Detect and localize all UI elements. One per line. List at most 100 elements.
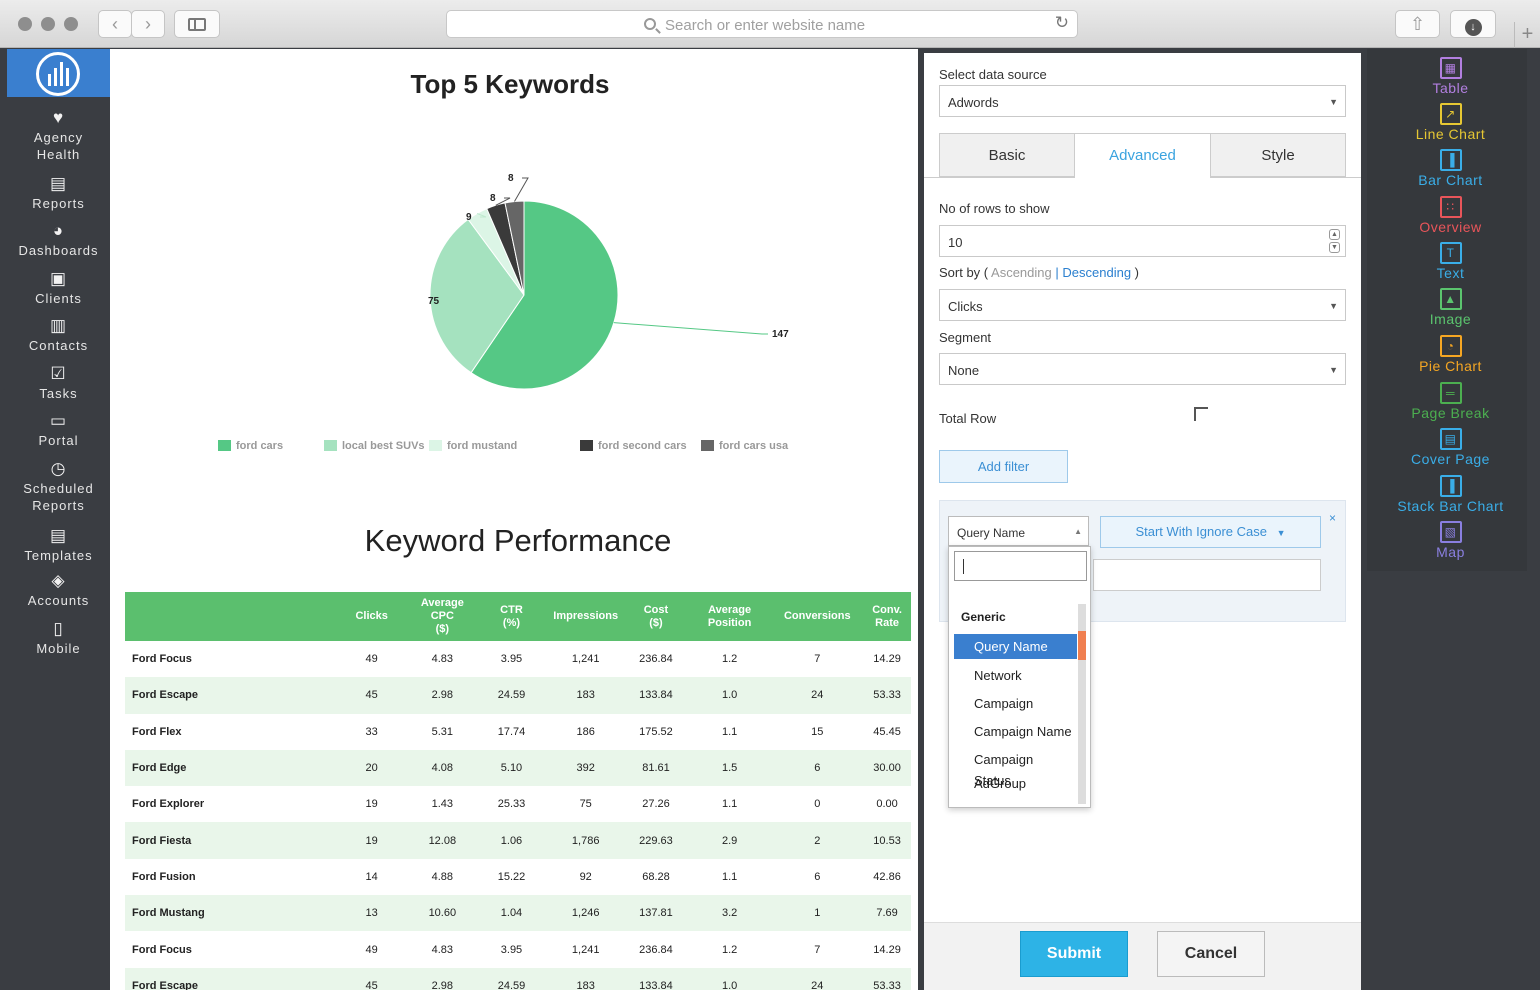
address-bar[interactable]: Search or enter website name ↻: [446, 10, 1078, 38]
sidebar-item-templates[interactable]: ▤ Templates: [7, 527, 110, 564]
pie-slice-ford-cars[interactable]: [470, 200, 619, 390]
widget-line-chart[interactable]: ↗ Line Chart: [1361, 103, 1540, 142]
dropdown-search-input[interactable]: [954, 551, 1087, 581]
sidebar-item-reports[interactable]: ▤ Reports: [7, 175, 110, 212]
data-source-select[interactable]: Adwords ▼: [939, 85, 1346, 117]
segment-select[interactable]: None ▼: [939, 353, 1346, 385]
widget-page-break[interactable]: ═ Page Break: [1361, 382, 1540, 421]
table-header-cell[interactable]: Conv. Rate: [863, 592, 911, 641]
table-header-cell[interactable]: [125, 592, 335, 641]
metric-cell: 1.06: [475, 822, 548, 859]
keyword-cell: Ford Escape: [125, 967, 335, 990]
metric-cell: 1.0: [687, 677, 772, 714]
add-filter-button[interactable]: Add filter: [939, 450, 1068, 483]
metric-cell: 14: [365, 870, 378, 883]
widget-cover-page[interactable]: ▤ Cover Page: [1361, 428, 1540, 467]
sidebar-item-clients[interactable]: ▣ Clients: [7, 270, 110, 307]
sidebar-item-tasks[interactable]: ☑ Tasks: [7, 365, 110, 402]
table-header-cell[interactable]: Conversions: [771, 592, 864, 641]
widget-image[interactable]: ▲ Image: [1361, 288, 1540, 327]
legend-item-ford-cars[interactable]: ford cars: [218, 440, 283, 454]
tab-advanced[interactable]: Advanced: [1074, 133, 1211, 178]
widget-table[interactable]: ▦ Table: [1361, 57, 1540, 96]
legend-item-ford-mustand[interactable]: ford mustand: [429, 440, 517, 454]
dropdown-option-campaign[interactable]: Campaign: [974, 696, 1034, 711]
sidebar-item-agency-health[interactable]: ♥ Agency Health: [7, 109, 110, 163]
minimize-window-icon[interactable]: [41, 17, 55, 31]
logo-area[interactable]: [7, 49, 110, 97]
sidebar-item-scheduled-reports[interactable]: ◷ Scheduled Reports: [7, 460, 110, 514]
pie-chart-icon: ◔: [1439, 335, 1462, 357]
step-down-icon[interactable]: ▼: [1329, 242, 1340, 253]
pie-slice-ford-cars-usa[interactable]: [504, 200, 525, 296]
sidebar-item-accounts[interactable]: ◈ Accounts: [7, 572, 110, 609]
dropdown-scrollbar[interactable]: [1078, 604, 1086, 804]
tab-style[interactable]: Style: [1210, 133, 1346, 177]
total-row-checkbox[interactable]: [1194, 407, 1208, 421]
filter-field-select[interactable]: Query Name ▲: [948, 516, 1089, 546]
table-header-cell[interactable]: Impressions: [547, 592, 625, 641]
step-up-icon[interactable]: ▲: [1329, 229, 1340, 240]
widget-overview[interactable]: ∷ Overview: [1361, 196, 1540, 235]
sort-ascending-link[interactable]: Ascending: [991, 265, 1052, 280]
widget-map[interactable]: ▧ Map: [1361, 521, 1540, 560]
sidebar-toggle-button[interactable]: [174, 10, 220, 38]
rows-input[interactable]: 10 ▲ ▼: [939, 225, 1346, 257]
dropdown-option-adgroup[interactable]: AdGroup: [974, 776, 1027, 791]
share-button[interactable]: ⇧: [1395, 10, 1440, 38]
dropdown-option-campaign-status[interactable]: Campaign Status: [974, 752, 1034, 788]
header-text: Clicks: [355, 610, 388, 622]
submit-button[interactable]: Submit: [1020, 931, 1128, 977]
table-header-cell[interactable]: Average CPC ($): [408, 592, 476, 641]
widget-bar-chart[interactable]: ▐ Bar Chart: [1361, 149, 1540, 188]
remove-filter-icon[interactable]: ×: [1329, 511, 1337, 525]
tab-underline-right: [1210, 177, 1361, 178]
table-header-cell[interactable]: Clicks: [334, 592, 409, 641]
table-header-cell[interactable]: Average Position: [687, 592, 772, 641]
cancel-button[interactable]: Cancel: [1157, 931, 1265, 977]
widget-stack-bar-chart[interactable]: ▐ Stack Bar Chart: [1361, 475, 1540, 514]
pie-leader-line: [476, 213, 487, 218]
scrollbar-thumb[interactable]: [1078, 631, 1086, 660]
new-tab-button[interactable]: +: [1514, 22, 1540, 48]
sidebar-item-contacts[interactable]: ▥ Contacts: [7, 317, 110, 354]
metric-cell: 183: [547, 677, 625, 714]
widget-pie-chart[interactable]: ◔ Pie Chart: [1361, 335, 1540, 374]
filter-operator-button[interactable]: Start With Ignore Case ▼: [1100, 516, 1321, 548]
pie-chart[interactable]: 147 75 9 8 8: [330, 159, 810, 429]
sidebar-item-mobile[interactable]: ▯ Mobile: [7, 620, 110, 657]
sort-field-select[interactable]: Clicks ▼: [939, 289, 1346, 321]
sidebar-item-label: Templates: [24, 548, 93, 563]
legend-item-ford-second-cars[interactable]: ford second cars: [580, 440, 687, 454]
downloads-button[interactable]: ↓: [1450, 10, 1496, 38]
tab-basic[interactable]: Basic: [939, 133, 1075, 177]
table-header-cell[interactable]: CTR (%): [475, 592, 548, 641]
metric-cell: 2.98: [408, 967, 476, 990]
sidebar-item-portal[interactable]: ▭ Portal: [7, 412, 110, 449]
tab-underline: [924, 177, 1074, 178]
sort-descending-link[interactable]: Descending: [1062, 265, 1132, 280]
legend-item-local-best-suvs[interactable]: local best SUVs: [324, 440, 425, 454]
legend-item-ford-cars-usa[interactable]: ford cars usa: [701, 440, 788, 454]
dropdown-group-label: Generic: [961, 610, 1006, 624]
header-text: CTR: [500, 603, 523, 616]
sidebar-item-dashboards[interactable]: ◕ Dashboards: [7, 222, 110, 259]
metric-cell: 7: [814, 943, 821, 956]
rows-stepper[interactable]: ▲ ▼: [1329, 229, 1340, 253]
close-window-icon[interactable]: [18, 17, 32, 31]
zoom-window-icon[interactable]: [64, 17, 78, 31]
dropdown-option-campaign-name[interactable]: Campaign Name: [974, 724, 1072, 739]
filter-value-input[interactable]: [1093, 559, 1321, 591]
reload-icon[interactable]: ↻: [1054, 13, 1069, 32]
pie-leader-line: [613, 322, 768, 335]
metric-cell: 2.98: [408, 677, 476, 714]
table-header-cell[interactable]: Cost ($): [624, 592, 688, 641]
metric-cell: 1.43: [431, 798, 454, 811]
widget-text[interactable]: T Text: [1361, 242, 1540, 281]
dropdown-option-query-name[interactable]: Query Name: [954, 634, 1077, 659]
forward-button[interactable]: ›: [131, 10, 165, 38]
back-button[interactable]: ‹: [98, 10, 132, 38]
sidebar-item-label: Tasks: [39, 386, 78, 401]
metric-cell: 5.31: [431, 725, 454, 738]
dropdown-option-network[interactable]: Network: [974, 668, 1022, 683]
